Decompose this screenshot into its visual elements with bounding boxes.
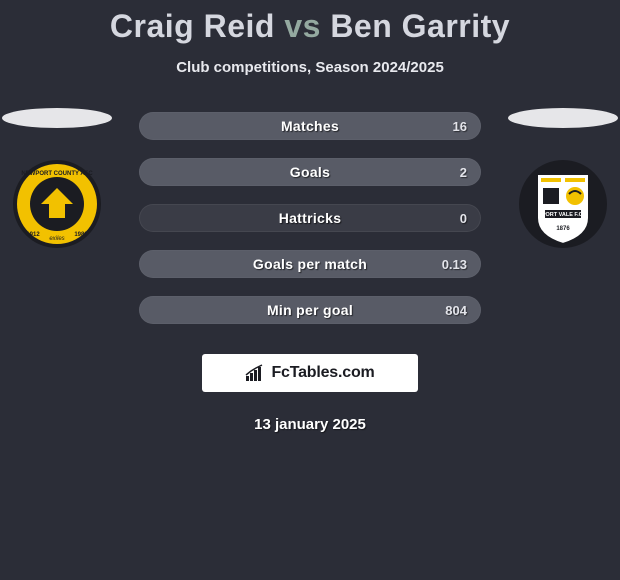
svg-text:1876: 1876: [556, 226, 570, 232]
page-title: Craig Reid vs Ben Garrity: [0, 8, 620, 45]
stat-row: Min per goal 804: [139, 296, 481, 324]
generated-date: 13 january 2025: [0, 416, 620, 433]
svg-text:exiles: exiles: [49, 236, 64, 242]
stat-row: Matches 16: [139, 112, 481, 140]
stat-right-value: 2: [460, 165, 467, 180]
svg-text:NEWPORT COUNTY AFC: NEWPORT COUNTY AFC: [21, 171, 93, 177]
player2-name: Ben Garrity: [330, 8, 510, 44]
stat-row: Goals 2: [139, 158, 481, 186]
vs-text: vs: [284, 8, 321, 44]
stat-label: Matches: [281, 118, 339, 134]
svg-text:1912: 1912: [26, 232, 40, 238]
player2-photo-placeholder: [508, 108, 618, 128]
subtitle: Club competitions, Season 2024/2025: [0, 59, 620, 76]
brand-text: FcTables.com: [271, 364, 374, 382]
port-vale-badge-icon: PORT VALE F.C. 1876: [517, 158, 609, 250]
stat-right-value: 16: [453, 119, 467, 134]
stat-label: Hattricks: [279, 210, 342, 226]
player1-club-badge: NEWPORT COUNTY AFC 1912 exiles 1989: [11, 158, 103, 250]
newport-county-badge-icon: NEWPORT COUNTY AFC 1912 exiles 1989: [11, 158, 103, 250]
stat-label: Goals: [290, 164, 330, 180]
stat-row: Hattricks 0: [139, 204, 481, 232]
player1-name: Craig Reid: [110, 8, 275, 44]
bar-chart-icon: [245, 364, 265, 382]
stat-right-value: 0: [460, 211, 467, 226]
stat-right-value: 804: [445, 303, 467, 318]
comparison-panel: NEWPORT COUNTY AFC 1912 exiles 1989 Matc…: [0, 112, 620, 324]
svg-text:1989: 1989: [74, 232, 88, 238]
brand-watermark: FcTables.com: [202, 354, 418, 392]
stat-label: Goals per match: [253, 256, 367, 272]
stat-right-value: 0.13: [442, 257, 467, 272]
stat-label: Min per goal: [267, 302, 353, 318]
left-player-column: NEWPORT COUNTY AFC 1912 exiles 1989: [2, 108, 112, 250]
stats-list: Matches 16 Goals 2 Hattricks 0 Goals per…: [139, 112, 481, 324]
stat-row: Goals per match 0.13: [139, 250, 481, 278]
player2-club-badge: PORT VALE F.C. 1876: [517, 158, 609, 250]
svg-text:PORT VALE F.C.: PORT VALE F.C.: [542, 212, 585, 218]
right-player-column: PORT VALE F.C. 1876: [508, 108, 618, 250]
player1-photo-placeholder: [2, 108, 112, 128]
